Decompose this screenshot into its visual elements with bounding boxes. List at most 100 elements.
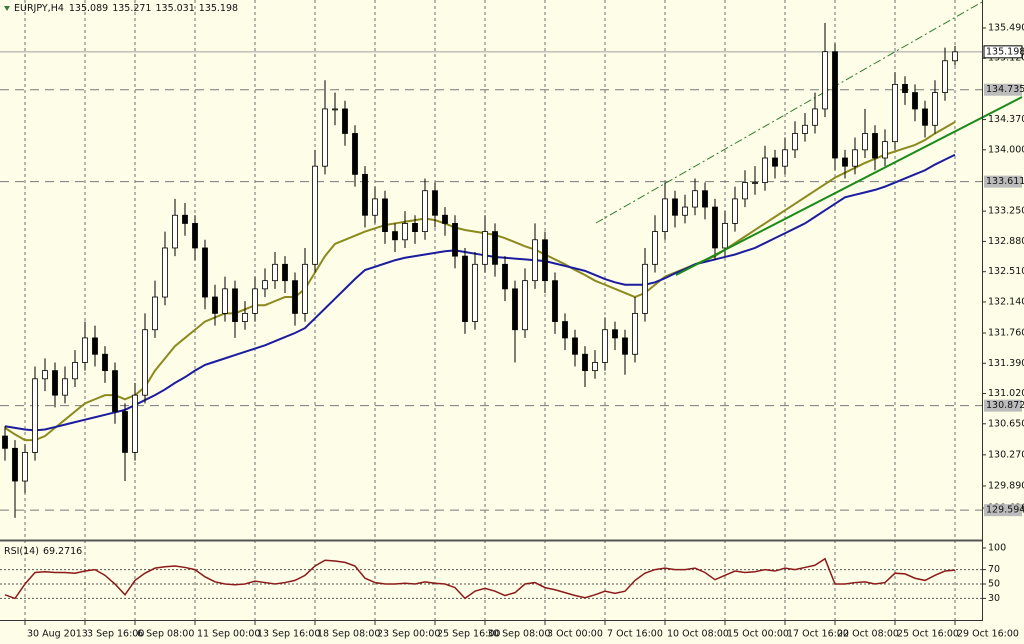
candle-body xyxy=(662,198,668,233)
candle-body xyxy=(672,198,678,216)
level-label: 130.872 xyxy=(986,400,1024,411)
candle-body xyxy=(552,280,558,322)
rsi-panel xyxy=(0,557,982,600)
level-tag xyxy=(984,399,1022,412)
candle-body xyxy=(292,280,298,314)
candle-body xyxy=(362,173,368,216)
y-tick-label: 30 xyxy=(988,593,1000,604)
candle-body xyxy=(512,288,518,331)
high-value: 135.271 xyxy=(112,3,151,14)
x-tick-label: 30 Aug 2013 xyxy=(27,629,88,640)
candle-body xyxy=(872,133,878,159)
candle-body xyxy=(32,378,38,453)
candle-body xyxy=(532,239,538,282)
y-tick-label: 131.020 xyxy=(988,388,1024,399)
y-tick-label: 50 xyxy=(988,579,1000,590)
axes: 135.490135.120134.370134.000133.250132.8… xyxy=(24,22,1024,640)
candle-body xyxy=(472,263,478,322)
level-lines xyxy=(0,51,982,511)
rsi-header: RSI(14) 69.2716 xyxy=(4,546,82,557)
trend-line xyxy=(675,96,1023,276)
x-tick-label: 13 Sep 16:00 xyxy=(257,629,320,640)
candle-body xyxy=(612,329,618,339)
y-tick-label: 134.000 xyxy=(988,144,1024,155)
candle-body xyxy=(172,214,178,249)
candle-body xyxy=(942,60,948,93)
y-tick-label: 130.270 xyxy=(988,449,1024,460)
candle-body xyxy=(572,337,578,355)
candle-body xyxy=(452,223,458,257)
y-tick-label: 132.510 xyxy=(988,266,1024,277)
candle-body xyxy=(502,263,508,290)
candle-body xyxy=(642,263,648,314)
candle-body xyxy=(602,329,608,363)
candle-body xyxy=(562,321,568,339)
candle-body xyxy=(482,231,488,265)
candle-body xyxy=(782,149,788,167)
level-tag xyxy=(984,175,1022,188)
x-tick-label: 11 Sep 00:00 xyxy=(197,629,260,640)
candle-body xyxy=(802,124,808,134)
candle-body xyxy=(902,83,908,93)
candle-body xyxy=(462,255,468,322)
x-tick-label: 7 Oct 16:00 xyxy=(607,629,663,640)
candle-body xyxy=(812,108,818,126)
x-tick-label: 3 Sep 16:00 xyxy=(87,629,144,640)
candle-body xyxy=(272,263,278,282)
candle-body xyxy=(862,133,868,151)
y-tick-label: 131.760 xyxy=(988,328,1024,339)
candle-body xyxy=(852,149,858,167)
candle-body xyxy=(262,280,268,290)
y-tick-label: 132.880 xyxy=(988,236,1024,247)
y-tick-label: 100 xyxy=(988,543,1006,554)
candle-body xyxy=(42,370,48,380)
moving-average xyxy=(4,153,956,432)
rsi-line xyxy=(4,557,956,600)
candle-body xyxy=(822,51,828,110)
candle-body xyxy=(842,157,848,167)
rsi-title: RSI(14) xyxy=(4,546,39,557)
candle-body xyxy=(252,288,258,314)
candle-body xyxy=(422,190,428,233)
candle-body xyxy=(742,182,748,200)
candle-body xyxy=(142,329,148,396)
candle-body xyxy=(632,312,638,355)
candle-body xyxy=(232,288,238,322)
candle-body xyxy=(522,280,528,331)
candle-body xyxy=(182,214,188,224)
candle-body xyxy=(762,157,768,183)
candle-body xyxy=(302,263,308,314)
symbol-header: EURJPY,H4 135.089 135.271 135.031 135.198 xyxy=(14,3,238,14)
moving-averages xyxy=(4,121,956,442)
candle-body xyxy=(22,452,28,482)
candle-body xyxy=(192,223,198,249)
candle-body xyxy=(332,108,338,111)
candle-body xyxy=(92,337,98,355)
level-tag xyxy=(984,504,1022,517)
x-tick-label: 29 Oct 16:00 xyxy=(957,629,1019,640)
candle-body xyxy=(682,206,688,216)
level-label: 133.611 xyxy=(986,176,1024,187)
moving-average xyxy=(4,121,956,442)
candle-body xyxy=(752,182,758,184)
candle-body xyxy=(242,312,248,322)
y-tick-label: 70 xyxy=(988,564,1000,575)
rsi-value: 69.2716 xyxy=(43,546,82,557)
x-tick-label: 23 Sep 00:00 xyxy=(377,629,440,640)
candle-body xyxy=(222,288,228,314)
level-label: 129.594 xyxy=(986,505,1024,516)
symbol-icon xyxy=(4,6,10,11)
candle-body xyxy=(592,362,598,372)
candle-body xyxy=(692,190,698,208)
candle-body xyxy=(212,296,218,314)
candle-body xyxy=(932,92,938,126)
candle-body xyxy=(772,157,778,167)
candle-body xyxy=(832,51,838,159)
candle-body xyxy=(792,133,798,151)
x-tick-label: 22 Oct 08:00 xyxy=(837,629,899,640)
y-tick-label: 134.370 xyxy=(988,114,1024,125)
candle-body xyxy=(702,190,708,208)
candle-body xyxy=(162,247,168,298)
